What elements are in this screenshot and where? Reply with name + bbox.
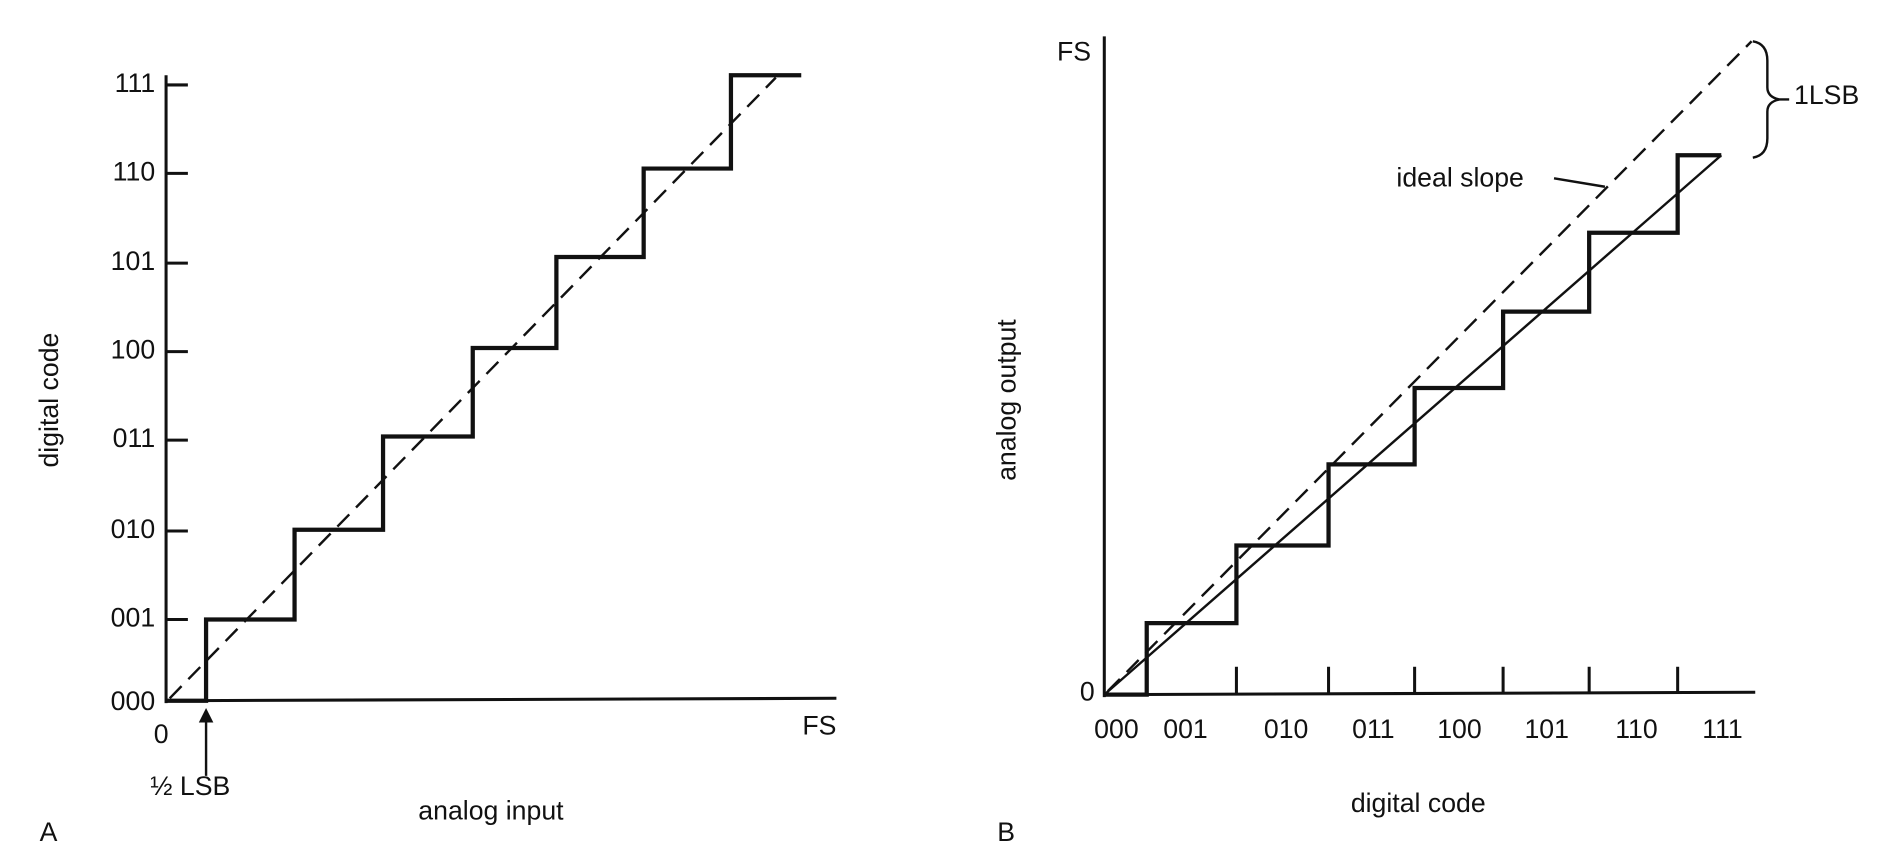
x-tick-label: 110 [1615,714,1657,744]
ideal-line [1107,40,1753,692]
y-tick-label: 001 [111,603,155,633]
x-tick-label: 000 [1094,714,1138,744]
x-tick-label: 001 [1163,714,1207,744]
y-end: FS [1057,36,1091,66]
x-tick-label: 010 [1264,714,1308,744]
x-start: 0 [154,719,169,749]
y-tick-label: 010 [111,514,155,544]
x-title: analog input [418,795,564,825]
y-title: digital code [34,333,64,468]
arrow-head [198,707,214,723]
axes [164,75,837,704]
panel-label: A [40,817,58,847]
annotation: ideal slope [1396,163,1523,193]
actual-line [1103,154,1723,696]
y-start: 0 [1080,676,1095,706]
panel-label: B [997,817,1015,847]
annotation: ½ LSB [150,771,230,801]
x-end: FS [802,710,836,740]
y-ticks: 000 001 010 011 100 101 110 111 [111,68,188,716]
y-tick-label: 011 [113,423,156,453]
x-title: digital code [1351,788,1486,818]
x-ticks: 000 001 010 011 100 101 110 111 [1094,666,1743,744]
y-tick-label: 100 [111,335,155,365]
y-tick-label: 110 [113,156,156,186]
x-tick-label: 111 [1702,714,1743,744]
x-tick-label: 101 [1524,714,1568,744]
staircase [166,73,802,703]
brace [1752,40,1790,159]
leader-line [1553,177,1606,188]
ideal-line [168,76,777,700]
x-tick-label: 100 [1437,714,1481,744]
y-tick-label: 101 [111,246,155,276]
y-tick-label: 000 [111,686,155,716]
panel-a: 000 001 010 011 100 101 110 111 0 FS ½ LSB anal… [34,68,837,847]
y-title: analog output [992,319,1022,481]
annotation: 1LSB [1794,80,1859,110]
x-tick-label: 011 [1352,714,1394,744]
axes [1102,36,1756,698]
panel-b: 000 001 010 011 100 101 110 111 ideal slope 1LS… [992,36,1859,847]
y-tick-label: 111 [115,68,156,98]
